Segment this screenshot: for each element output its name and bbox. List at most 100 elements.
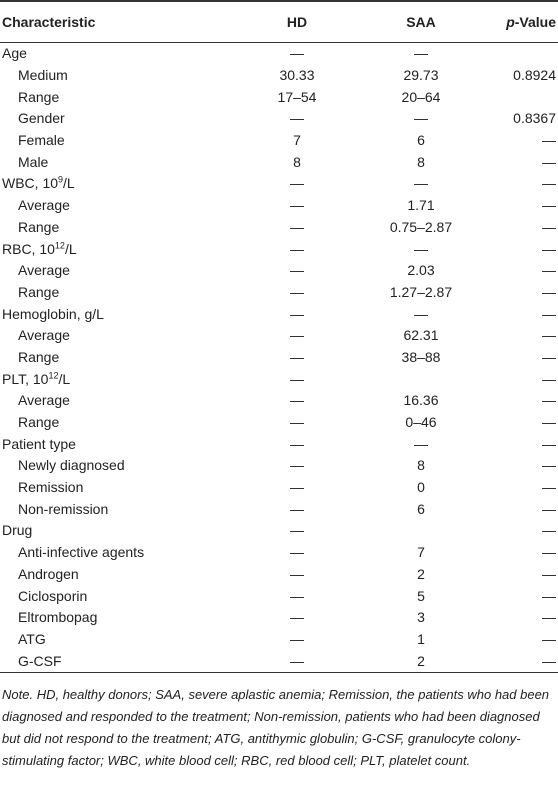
cell-value: — [290,370,304,387]
cell: 1.71 [344,195,498,217]
row-label: Anti-infective agents [0,542,250,564]
label-text: Range [18,348,60,365]
table-row: Range — 0.75–2.87 — [0,217,558,239]
table-row: Range — 0–46 — [0,412,558,434]
row-label: Range [0,86,250,108]
cell-value: 30.33 [279,67,315,84]
row-label: Range [0,347,250,369]
cell: — [250,347,344,369]
cell-value: — [542,544,556,561]
cell-value: 6 [417,500,425,517]
table-row: Non-remission — 6 — [0,498,558,520]
table-row: Remission — 0 — [0,477,558,499]
row-label: Non-remission [0,498,250,520]
cell-value: — [290,197,304,214]
cell: 6 [344,498,498,520]
cell: — [498,151,558,173]
table-row: Female 7 6 — [0,130,558,152]
cell-value: — [290,45,304,62]
row-label: Medium [0,65,250,87]
table-row: Eltrombopag — 3 — [0,607,558,629]
cell-value: — [542,175,556,192]
cell-value: — [290,348,304,365]
table-row: PLT, 1012/L — — [0,368,558,390]
cell: 8 [250,151,344,173]
cell-value: — [542,283,556,300]
label-text: Average [18,392,70,409]
label-text: Anti-infective agents [18,544,145,561]
table-row: Age — — [0,43,558,65]
label-text: WBC, 10 [2,175,59,192]
cell: 7 [250,130,344,152]
note-lead: Note. [2,687,34,702]
label-text: Ciclosporin [18,587,88,604]
cell: 6 [344,130,498,152]
cell-value: — [290,587,304,604]
table-row: Male 8 8 — [0,151,558,173]
cell-value: — [542,392,556,409]
cell: — [498,433,558,455]
cell-value: — [290,630,304,647]
cell-value: — [414,110,428,127]
cell-value: — [290,652,304,669]
cell-value: — [290,565,304,582]
cell: 1 [344,629,498,651]
cell: — [498,217,558,239]
cell-value: 0.8367 [513,110,556,127]
row-label: G-CSF [0,650,250,672]
row-label: Gender [0,108,250,130]
cell-value: 0.75–2.87 [389,218,453,235]
cell-value: — [542,197,556,214]
cell: — [344,108,498,130]
cell-value: — [542,522,556,539]
row-label: Age [0,43,250,65]
cell: 0.8367 [498,108,558,130]
column-header: p-Value [498,1,558,43]
row-label: Eltrombopag [0,607,250,629]
label-text: Androgen [18,565,79,582]
table-row: Newly diagnosed — 8 — [0,455,558,477]
cell: 2 [344,564,498,586]
cell: — [498,564,558,586]
table-row: G-CSF — 2 — [0,650,558,672]
cell: 17–54 [250,86,344,108]
table-row: RBC, 1012/L — — — [0,238,558,260]
cell: — [498,195,558,217]
cell: 62.31 [344,325,498,347]
column-header: HD [250,1,344,43]
cell-value: — [542,348,556,365]
cell-value: 1.71 [407,197,435,214]
header-text: HD [286,14,308,30]
cell-value: 20–64 [401,88,441,105]
cell: 7 [344,542,498,564]
cell: — [498,238,558,260]
cell-value: — [290,609,304,626]
cell: — [498,282,558,304]
cell-value: — [542,565,556,582]
cell: — [250,303,344,325]
label-text: Average [18,327,70,344]
cell-value: 2 [417,652,425,669]
cell: — [250,173,344,195]
row-label: Remission [0,477,250,499]
cell-value: 8 [417,153,425,170]
cell: — [250,282,344,304]
cell: — [498,347,558,369]
cell: — [250,412,344,434]
cell: — [250,498,344,520]
cell: — [498,303,558,325]
table-row: Gender — — 0.8367 [0,108,558,130]
cell: — [498,390,558,412]
row-label: Female [0,130,250,152]
cell-value: — [542,587,556,604]
table-row: Androgen — 2 — [0,564,558,586]
cell-value: — [290,479,304,496]
cell: — [498,650,558,672]
cell: — [498,585,558,607]
cell: — [250,542,344,564]
cell: — [250,325,344,347]
cell: — [498,368,558,390]
cell-value: — [542,630,556,647]
cell-value: 1 [417,630,425,647]
cell: — [250,390,344,412]
